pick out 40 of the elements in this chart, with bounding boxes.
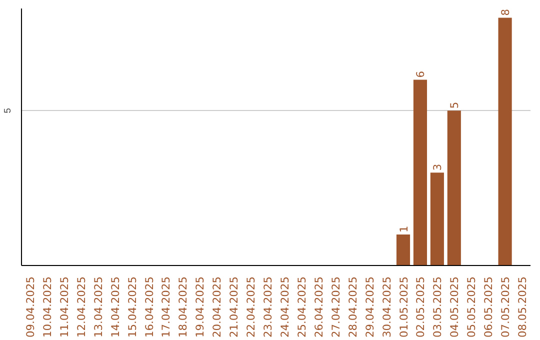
x-tick-label: 08.05.2025 <box>516 276 530 338</box>
data-label: 5 <box>448 102 462 109</box>
data-label: 3 <box>431 164 444 171</box>
bar <box>413 80 428 266</box>
data-label: 6 <box>414 70 428 78</box>
bar <box>447 110 461 266</box>
x-tick-label: 12.04.2025 <box>74 276 88 338</box>
data-label: 8 <box>499 8 512 16</box>
x-tick-label: 18.04.2025 <box>176 276 190 338</box>
x-tick-label: 20.04.2025 <box>210 276 224 338</box>
bar <box>396 234 410 266</box>
x-tick-label: 14.04.2025 <box>108 276 122 338</box>
x-tick-label: 06.05.2025 <box>482 276 496 338</box>
x-tick-label: 11.04.2025 <box>58 276 71 338</box>
x-tick-label: 04.05.2025 <box>448 276 462 338</box>
x-tick-label: 24.04.2025 <box>278 276 292 338</box>
x-tick-label: 23.04.2025 <box>262 276 275 338</box>
x-tick-label: 16.04.2025 <box>142 276 156 338</box>
x-tick-label: 03.05.2025 <box>431 276 444 338</box>
x-tick-label: 10.04.2025 <box>40 276 54 338</box>
x-tick-label: 17.04.2025 <box>160 276 173 338</box>
bar <box>498 18 512 266</box>
x-tick-label: 01.05.2025 <box>397 276 410 338</box>
data-label: 1 <box>397 226 410 233</box>
x-tick-label: 15.04.2025 <box>126 276 139 338</box>
x-tick-label: 28.04.2025 <box>346 276 360 338</box>
x-tick-label: 19.04.2025 <box>194 276 207 338</box>
x-tick-label: 07.05.2025 <box>499 276 512 338</box>
x-tick-label: 25.04.2025 <box>295 276 308 338</box>
x-tick-label: 13.04.2025 <box>92 276 105 338</box>
x-tick-label: 05.05.2025 <box>465 276 478 338</box>
x-tick-label: 02.05.2025 <box>414 276 428 338</box>
bar <box>430 172 444 266</box>
x-tick-label: 21.04.2025 <box>228 276 241 338</box>
x-tick-label: 29.04.2025 <box>363 276 376 338</box>
x-tick-label: 26.04.2025 <box>312 276 326 338</box>
x-tick-label: 30.04.2025 <box>380 276 394 338</box>
x-tick-label: 22.04.2025 <box>244 276 258 338</box>
x-tick-label: 09.04.2025 <box>24 276 37 338</box>
x-tick-label: 27.04.2025 <box>329 276 342 338</box>
